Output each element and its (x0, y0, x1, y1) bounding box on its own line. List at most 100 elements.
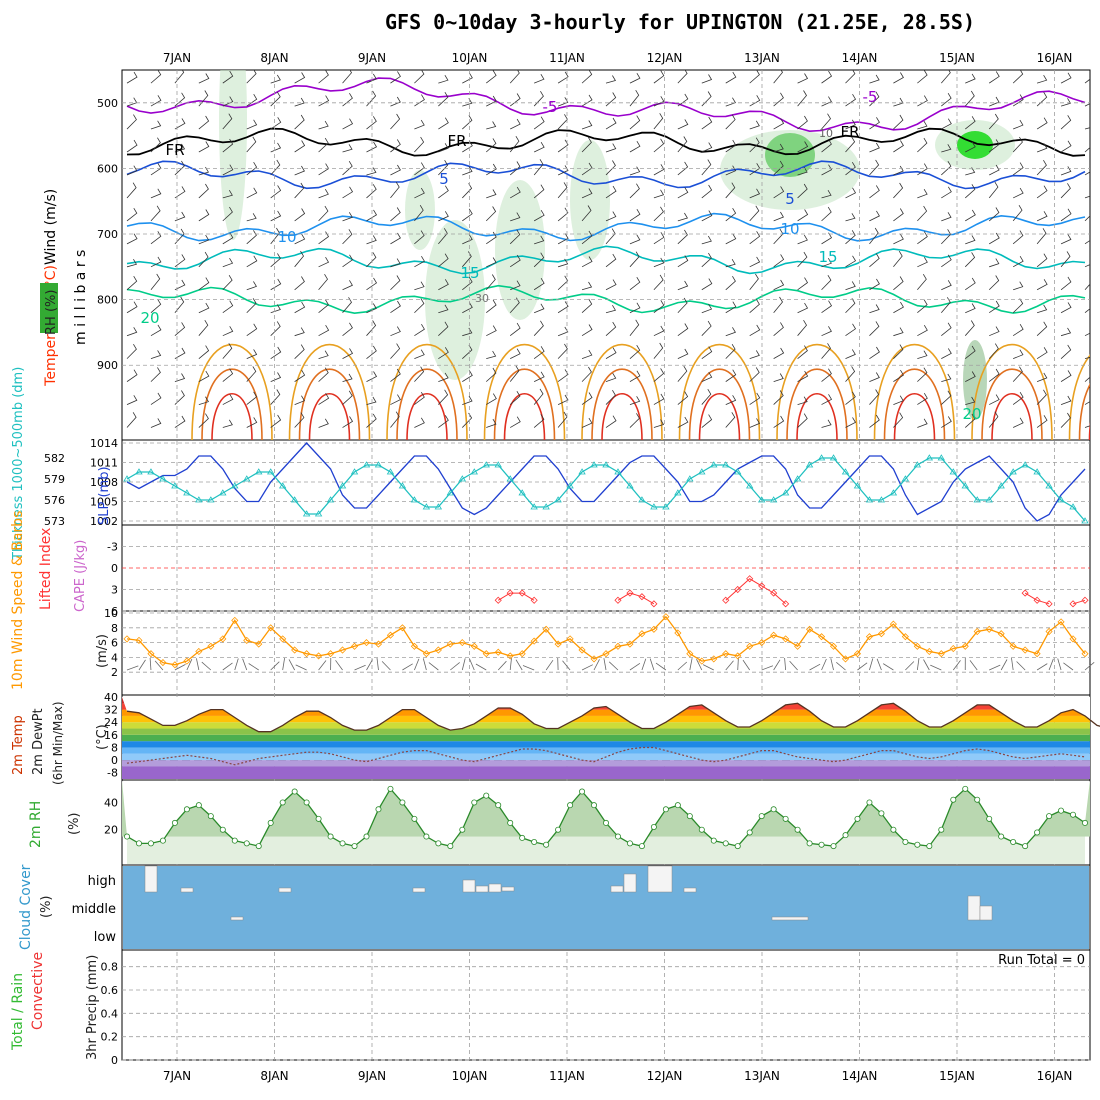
wind-barb (150, 324, 162, 337)
wind-barb (893, 165, 904, 176)
ylabel-temp2m: 2m Temp (11, 715, 26, 775)
wind-barb (150, 188, 162, 199)
wind10-point (770, 631, 778, 639)
wind-barb (1060, 395, 1072, 405)
thickness-point (171, 482, 179, 489)
wind-barb (462, 140, 473, 153)
wind10-barb (1036, 663, 1048, 671)
wind-barb (725, 395, 737, 405)
wind10-point (829, 642, 838, 650)
wind-barb (1084, 308, 1090, 314)
wind-barb (941, 390, 952, 405)
wind-barb (486, 393, 497, 405)
rh2m-point (147, 840, 154, 847)
wind10-point (1069, 635, 1077, 643)
thickness-point (745, 482, 754, 489)
wind-barb (270, 372, 282, 382)
rh2m-point (447, 843, 454, 850)
wind-barb (1060, 327, 1072, 337)
wind-barb (581, 417, 593, 428)
pressure-tick: 800 (97, 294, 118, 307)
wind-barb (246, 136, 257, 153)
wind-barb (893, 276, 904, 291)
wind-barb (1012, 136, 1023, 153)
thickness-point (290, 496, 299, 503)
wind-barb (989, 394, 1000, 405)
wind-barb (246, 366, 257, 382)
wind-barb (965, 141, 976, 153)
wind-barb (174, 228, 185, 245)
wind-barb (869, 74, 880, 84)
wind-barb (294, 395, 305, 405)
wind-barb (485, 367, 497, 382)
thickness-point (841, 468, 850, 475)
wind-barb (965, 396, 976, 405)
rh2m-point (543, 841, 550, 848)
wind-barb (821, 138, 832, 153)
wind-barb (677, 348, 689, 360)
contour-label: FR (165, 141, 184, 159)
wind-barb (725, 412, 736, 428)
wind-barb (941, 118, 952, 130)
pressure-tick: 500 (97, 97, 118, 110)
wind-barb (581, 70, 593, 84)
wind-barb (1060, 208, 1072, 222)
thickness-point (985, 496, 993, 503)
isotherm-arch (883, 368, 946, 440)
wind-barb (342, 144, 353, 153)
thickness-point (219, 489, 227, 496)
wind-barb (366, 141, 378, 153)
li-point (722, 596, 730, 604)
wind10-barb (789, 660, 798, 671)
wind-barb (941, 416, 952, 428)
thickness-point (913, 461, 922, 468)
wind-barb (917, 418, 928, 428)
wind-barb (988, 139, 1000, 153)
wind10-barb (821, 658, 827, 671)
wind-barb (965, 277, 976, 291)
wind-barb (821, 274, 832, 291)
wind-barb (701, 159, 712, 176)
upper-air-panel (126, 70, 1090, 440)
wind-barb (342, 92, 353, 107)
wind-barb (533, 141, 545, 153)
wind-barb (198, 73, 210, 84)
wind-barb (701, 235, 712, 245)
wind10-line (126, 615, 1086, 666)
wind-barb (126, 327, 138, 337)
wind-barb (917, 231, 928, 245)
wind-barb (486, 350, 497, 360)
wind-barb (222, 343, 233, 359)
wind-barb (174, 390, 185, 405)
wind-barb (701, 142, 713, 153)
wind-barb (941, 348, 952, 360)
li-line (497, 578, 1086, 605)
wind-barb (701, 346, 713, 359)
wind10-point (279, 635, 287, 643)
wind-barb (725, 207, 737, 222)
wind-barb (1036, 143, 1048, 153)
rh2m-point (279, 799, 286, 806)
wind10-point (626, 640, 634, 648)
wind-barb (581, 137, 592, 153)
wind-barb (629, 319, 640, 336)
wind-barb (438, 91, 449, 107)
wind-barb (246, 70, 257, 84)
wind-barb (653, 368, 665, 382)
wind10-point (794, 642, 802, 650)
thickness-point (793, 475, 802, 482)
wind-barb (342, 254, 354, 268)
wind-barb (294, 208, 306, 222)
wind-barb (1036, 304, 1048, 314)
wind-barb (390, 326, 401, 337)
wind10-barb (288, 659, 296, 671)
wind-barb (246, 417, 258, 428)
run-total: Run Total = 0 (998, 953, 1085, 968)
wind10-point (494, 648, 502, 656)
wind-barb (126, 165, 138, 176)
wind-barb (366, 320, 377, 336)
wind10-barb (1048, 658, 1054, 671)
thickness-tick: 573 (44, 515, 65, 528)
wind-barb (390, 181, 400, 199)
cloud-bar (647, 865, 673, 893)
